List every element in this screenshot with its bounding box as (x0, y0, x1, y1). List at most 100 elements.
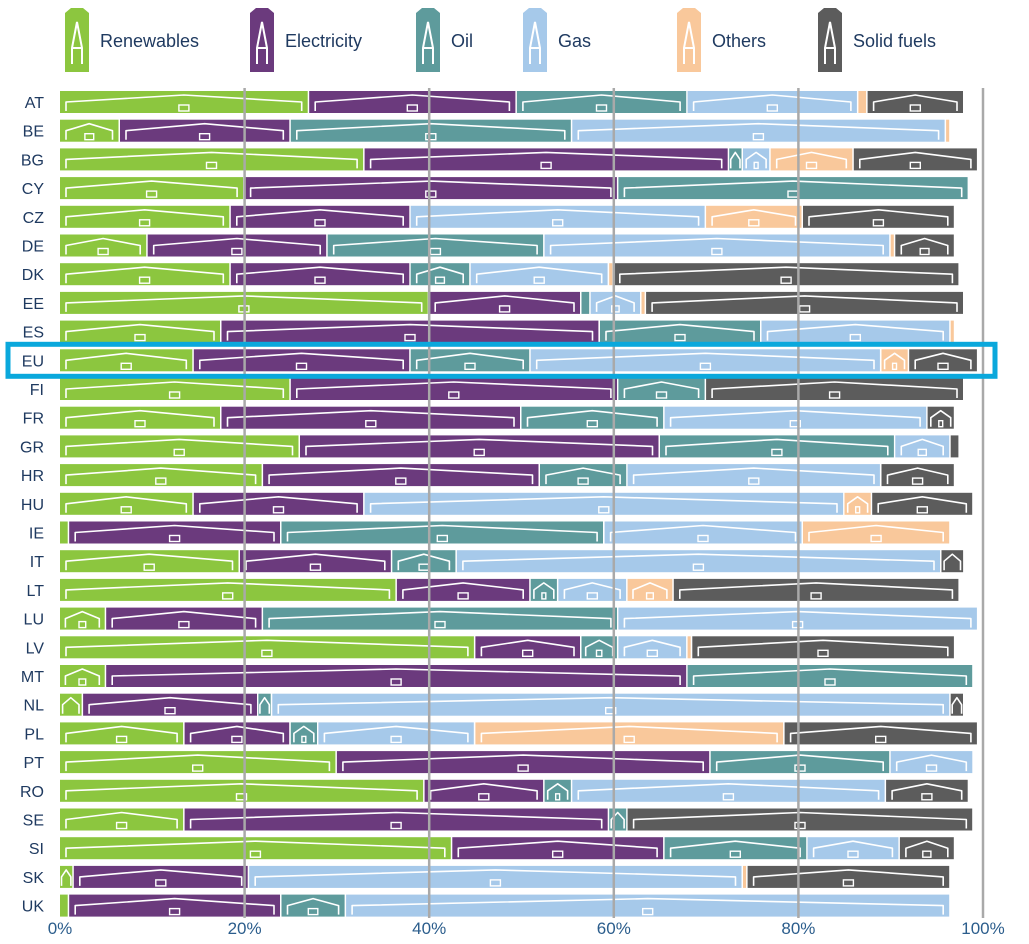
house-outline (61, 696, 80, 714)
house-door (390, 678, 402, 686)
bar-fill (890, 234, 894, 257)
bar-fill (60, 722, 184, 745)
bar-fill (290, 722, 317, 745)
house-door (849, 333, 861, 342)
house-outline (891, 783, 963, 800)
bar-fill (60, 148, 364, 171)
category-label: BE (23, 124, 44, 141)
bar-fill (60, 894, 68, 917)
house-door (938, 420, 944, 428)
house-door (235, 793, 248, 801)
category-label: PT (24, 755, 45, 772)
bar-segment (184, 722, 290, 745)
house-outline (199, 496, 358, 513)
category-label: SK (23, 870, 45, 887)
category-label: LU (24, 612, 44, 629)
house-door (870, 534, 882, 543)
house-door (134, 333, 146, 342)
bar-fill (424, 779, 544, 802)
house-door (138, 219, 151, 227)
bar-segment (429, 291, 580, 314)
bar-fill (627, 464, 880, 487)
bar-segment (60, 751, 336, 774)
house-outline (951, 696, 963, 714)
bar-segment (60, 378, 290, 400)
bar-fill (364, 148, 728, 171)
bar-fill (60, 751, 336, 774)
bar-segment (263, 607, 617, 630)
bar-fill (106, 665, 687, 687)
house-outline (711, 209, 797, 226)
house-outline (886, 467, 949, 485)
bar-segment (60, 263, 230, 286)
house-door (261, 649, 273, 657)
bar-segment (706, 205, 802, 228)
category-label: HU (21, 497, 44, 514)
gridlines (243, 88, 985, 918)
house-outline (609, 524, 797, 542)
house-door (911, 477, 924, 485)
bar-segment (193, 492, 364, 515)
house-outline (415, 209, 700, 226)
bar-fill (73, 865, 248, 888)
bar-segment (890, 234, 894, 257)
house-door (120, 362, 132, 370)
house-door (406, 104, 418, 112)
house-outline (305, 438, 654, 456)
bar-fill (290, 119, 571, 142)
house-door (674, 333, 686, 342)
house-door (155, 477, 167, 485)
house-outline (286, 524, 598, 542)
bar-segment (618, 636, 687, 659)
bar-fill (618, 636, 687, 659)
house-outline (577, 783, 880, 800)
bar-fill (60, 406, 220, 429)
x-tick-label: 40% (412, 919, 446, 938)
bar-segment (729, 148, 742, 171)
house-door (178, 104, 190, 112)
house-door (909, 104, 921, 112)
category-label: DK (22, 267, 45, 284)
house-outline (65, 840, 446, 858)
house-icon (824, 21, 836, 64)
house-door (711, 247, 723, 256)
house-outline (808, 209, 949, 226)
house-door (921, 793, 933, 801)
house-door (817, 649, 829, 657)
house-outline (480, 639, 575, 657)
bar-segment (710, 751, 890, 774)
legend-swatch (250, 8, 274, 72)
house-outline (605, 323, 755, 341)
house-door (753, 161, 759, 170)
house-door (771, 448, 783, 457)
house-door (231, 247, 243, 256)
bar-segment (660, 435, 894, 458)
house-outline (900, 237, 949, 255)
house-outline (65, 553, 234, 571)
house-door (138, 276, 151, 284)
house-door (810, 592, 822, 600)
house-outline (883, 352, 906, 370)
house-outline (268, 467, 534, 485)
bar-segment (336, 751, 710, 774)
bar-fill (147, 234, 327, 257)
bar-fill (83, 693, 257, 716)
bar-fill (456, 550, 940, 573)
bar-fill (853, 148, 977, 171)
house-door (605, 707, 617, 715)
bar-segment (872, 492, 973, 515)
house-outline (619, 266, 954, 284)
bar-segment (516, 91, 687, 113)
house-door (917, 448, 928, 457)
house-door (134, 420, 146, 428)
bar-fill (844, 492, 871, 515)
house-door (143, 563, 155, 571)
category-label: FI (30, 382, 44, 399)
bar-fill (895, 435, 950, 458)
bar-segment (743, 865, 747, 888)
house-outline (277, 696, 944, 714)
bar-fill (521, 406, 664, 429)
bar-segment (613, 263, 959, 286)
bar-segment (230, 205, 410, 228)
bar-segment (687, 636, 691, 659)
